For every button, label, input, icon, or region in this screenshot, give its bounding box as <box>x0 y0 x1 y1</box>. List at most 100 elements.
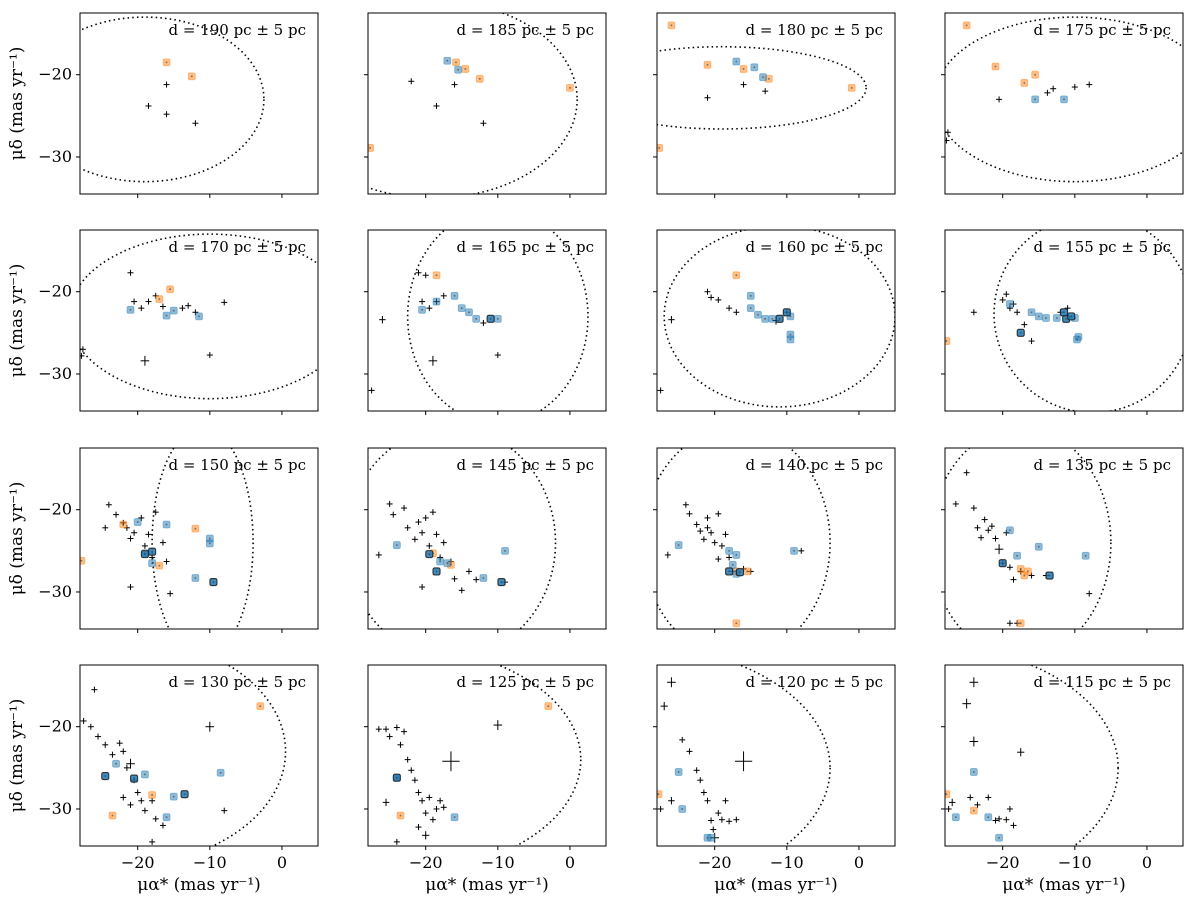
blue-member-marker-center <box>955 816 957 819</box>
field-star-marker <box>221 807 228 814</box>
field-star-marker <box>465 568 472 575</box>
field-star-marker <box>140 355 150 366</box>
blue-member-marker-center <box>165 816 168 819</box>
blue-member-marker-center <box>165 523 168 526</box>
field-star-marker <box>664 551 671 559</box>
orange-member-marker-center <box>767 78 770 80</box>
field-star-marker <box>80 346 86 353</box>
orange-member-marker-center <box>399 814 402 817</box>
field-star-marker <box>1014 309 1021 316</box>
field-star-marker <box>149 838 156 845</box>
orange-member-marker-center <box>735 274 738 277</box>
blue-member-marker-center <box>198 315 200 318</box>
field-star-marker <box>1086 590 1093 597</box>
axes-frame <box>367 12 607 195</box>
dark-member-marker-center <box>500 581 503 583</box>
field-star-marker <box>149 797 156 804</box>
field-star-marker <box>657 387 664 394</box>
plot-area <box>657 230 895 408</box>
blue-member-marker-center <box>1055 317 1058 319</box>
field-star-marker <box>722 797 729 804</box>
field-star-marker <box>715 810 722 817</box>
panel-distance-label: d = 125 pc ± 5 pc <box>456 673 594 691</box>
selection-ellipse <box>657 448 831 629</box>
orange-member-marker-center <box>169 288 171 291</box>
axes-frame <box>944 447 1184 630</box>
field-star-marker <box>967 794 974 801</box>
orange-member-marker-center <box>1023 574 1026 577</box>
x-tick-label: −20 <box>986 853 1020 872</box>
field-star-marker <box>415 824 422 831</box>
field-star-marker <box>974 801 981 808</box>
field-star-marker <box>963 469 970 476</box>
blue-member-marker-center <box>749 307 752 309</box>
y-tick-label: −20 <box>38 65 72 84</box>
dark-member-marker-center <box>104 775 107 777</box>
blue-member-marker-center <box>460 307 463 309</box>
field-star-marker <box>205 721 215 732</box>
field-star-marker <box>408 78 415 85</box>
blue-member-marker-center <box>1076 338 1078 341</box>
field-star-marker <box>660 702 668 711</box>
field-star-marker <box>718 816 725 823</box>
selection-ellipse <box>151 448 254 629</box>
field-star-marker <box>426 794 433 801</box>
field-star-marker <box>451 81 458 88</box>
field-star-marker <box>480 120 487 127</box>
field-star-marker <box>415 269 422 276</box>
orange-member-marker-center <box>706 64 709 66</box>
orange-member-marker-center <box>658 147 660 149</box>
panel-distance-label: d = 140 pc ± 5 pc <box>745 456 883 474</box>
field-star-marker <box>440 539 447 546</box>
dark-member-marker-center <box>778 318 781 320</box>
field-star-marker <box>120 794 127 801</box>
plot-area <box>80 233 318 400</box>
field-star-marker <box>422 514 429 521</box>
field-star-marker <box>138 305 145 312</box>
blue-member-marker-center <box>1084 554 1087 557</box>
selection-ellipse <box>80 233 318 400</box>
field-star-marker <box>422 810 429 817</box>
orange-member-marker-center <box>194 527 197 530</box>
field-star-marker <box>480 319 487 326</box>
field-star-marker <box>1006 805 1013 812</box>
blue-member-marker-center <box>475 318 477 320</box>
field-star-marker <box>419 584 426 591</box>
selection-ellipse <box>406 230 589 411</box>
field-star-marker <box>415 519 422 526</box>
axes-frame <box>367 664 607 847</box>
field-star-marker <box>404 524 411 531</box>
field-star-marker <box>715 296 722 303</box>
orange-member-marker-center <box>80 559 83 562</box>
orange-member-marker-center <box>850 87 853 89</box>
field-star-marker <box>131 529 138 536</box>
field-star-marker <box>393 838 400 845</box>
field-star-marker <box>667 677 676 688</box>
orange-member-marker-center <box>735 622 738 625</box>
dark-member-marker-center <box>212 581 215 583</box>
field-star-marker <box>390 511 397 518</box>
field-star-marker <box>159 539 166 546</box>
panel: −20 −30 μδ (mas yr⁻¹) d = 170 pc ± 5 pc <box>7 229 319 415</box>
field-star-marker <box>697 528 704 535</box>
field-star-marker <box>970 505 977 512</box>
blue-member-marker-center <box>396 544 398 546</box>
y-tick-label: −20 <box>38 500 72 519</box>
field-star-marker <box>95 733 102 740</box>
blue-member-marker-center <box>453 295 456 297</box>
panel-distance-label: d = 180 pc ± 5 pc <box>745 21 883 39</box>
field-star-marker <box>962 698 971 709</box>
field-star-marker <box>440 292 447 299</box>
plot-area <box>375 665 582 846</box>
field-star-marker <box>726 818 733 825</box>
blue-member-marker-center <box>1037 545 1040 548</box>
axes-frame <box>79 447 319 630</box>
blue-member-marker-center <box>1034 98 1036 101</box>
x-tick-label: 0 <box>277 853 287 872</box>
field-star-marker <box>440 804 447 811</box>
blue-member-marker-center <box>789 333 792 336</box>
axes-frame <box>944 664 1184 847</box>
y-tick-label: −30 <box>38 799 72 818</box>
field-star-marker <box>179 305 186 312</box>
